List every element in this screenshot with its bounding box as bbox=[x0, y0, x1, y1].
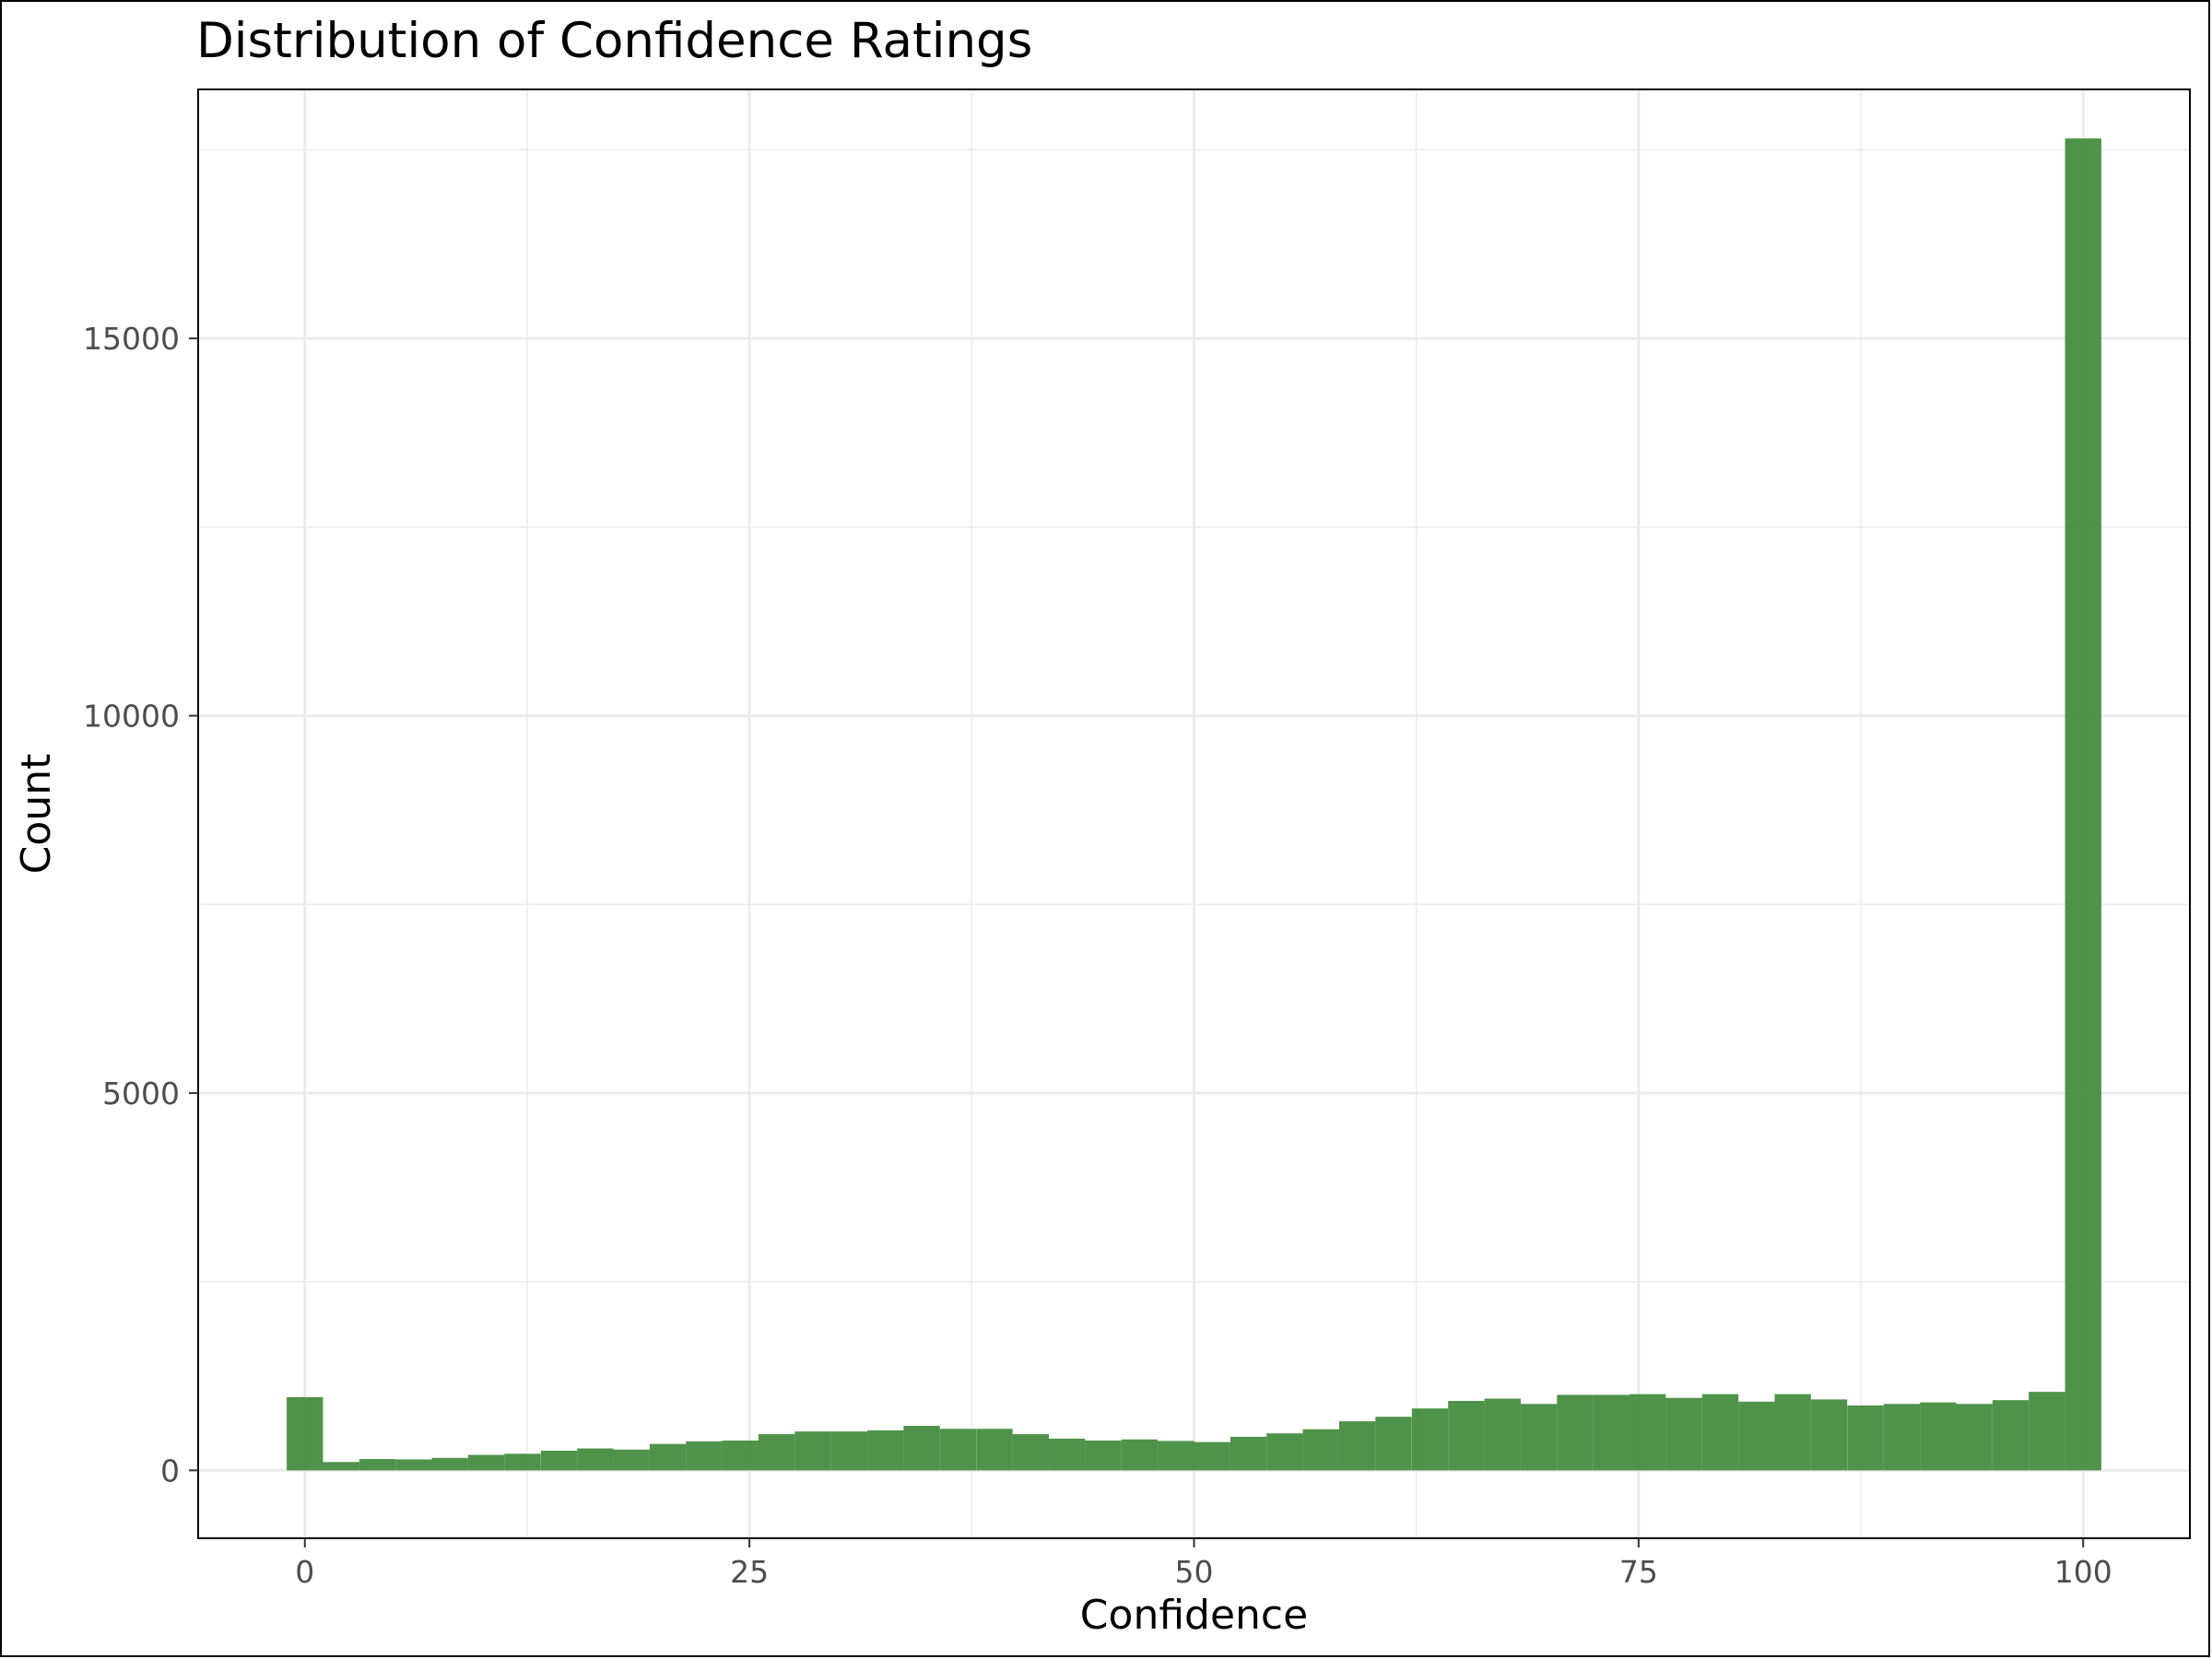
histogram-bar bbox=[686, 1441, 723, 1471]
histogram-bar bbox=[830, 1431, 868, 1471]
histogram-bar bbox=[1194, 1441, 1230, 1471]
histogram-bar bbox=[1738, 1401, 1775, 1471]
axis-tick-labels: 0 25 50 75 100 0 5000 10000 15000 bbox=[83, 321, 2112, 1590]
histogram-bar bbox=[1375, 1417, 1412, 1471]
histogram-bar bbox=[1847, 1405, 1884, 1471]
x-tick-label: 100 bbox=[2054, 1554, 2112, 1590]
histogram-bar bbox=[1956, 1404, 1993, 1471]
x-tick-label: 0 bbox=[295, 1554, 314, 1590]
histogram-bar bbox=[1774, 1394, 1811, 1471]
histogram-bar bbox=[1448, 1400, 1485, 1471]
histogram-bars bbox=[287, 138, 2101, 1471]
histogram-bar bbox=[359, 1459, 396, 1471]
x-tick-label: 50 bbox=[1175, 1554, 1214, 1590]
histogram-bar bbox=[1049, 1438, 1086, 1471]
histogram-bar bbox=[1920, 1402, 1957, 1471]
y-tick-label: 5000 bbox=[102, 1076, 180, 1112]
histogram-bar bbox=[1338, 1421, 1376, 1471]
histogram-bar bbox=[540, 1451, 578, 1471]
histogram-bar bbox=[1665, 1397, 1702, 1471]
histogram-bar bbox=[1266, 1433, 1303, 1471]
histogram-bar bbox=[323, 1462, 359, 1471]
histogram-bar bbox=[722, 1440, 759, 1471]
chart-title: Distribution of Confidence Ratings bbox=[196, 13, 1032, 69]
histogram-bar bbox=[794, 1431, 831, 1471]
histogram-bar bbox=[577, 1448, 614, 1471]
histogram-bar bbox=[1230, 1436, 1267, 1471]
histogram-bar bbox=[1520, 1404, 1558, 1471]
histogram-bar bbox=[2029, 1392, 2065, 1471]
histogram-bar bbox=[1302, 1429, 1339, 1471]
histogram-bar bbox=[1158, 1441, 1194, 1471]
histogram-bar bbox=[1012, 1434, 1050, 1471]
histogram-bar bbox=[504, 1453, 541, 1471]
histogram-bar bbox=[1992, 1400, 2030, 1471]
y-tick-label: 0 bbox=[160, 1453, 180, 1488]
y-axis-title: Count bbox=[13, 754, 60, 875]
histogram-bar bbox=[649, 1443, 687, 1471]
histogram-bar bbox=[758, 1434, 795, 1471]
histogram-bar bbox=[1593, 1394, 1630, 1471]
y-tick-label: 15000 bbox=[83, 321, 180, 357]
x-axis-title: Confidence bbox=[1080, 1592, 1308, 1639]
y-tick-label: 10000 bbox=[83, 699, 180, 735]
histogram-bar bbox=[395, 1459, 432, 1471]
histogram-bar bbox=[287, 1396, 324, 1471]
histogram-bar bbox=[1484, 1398, 1521, 1471]
axis-ticks bbox=[189, 337, 2085, 1547]
histogram-bar bbox=[1557, 1394, 1594, 1471]
x-tick-label: 75 bbox=[1619, 1554, 1658, 1590]
histogram-bar bbox=[613, 1449, 650, 1471]
x-tick-label: 25 bbox=[730, 1554, 769, 1590]
histogram-bar bbox=[467, 1454, 505, 1471]
histogram-bar bbox=[1883, 1404, 1921, 1471]
histogram-bar bbox=[1630, 1394, 1666, 1471]
histogram-bar bbox=[1121, 1439, 1159, 1471]
histogram-bar bbox=[1085, 1440, 1122, 1471]
histogram-bar bbox=[1701, 1394, 1739, 1471]
histogram-bar bbox=[976, 1429, 1013, 1471]
histogram-bar bbox=[1810, 1399, 1848, 1471]
histogram-bar bbox=[939, 1429, 977, 1471]
histogram-bar bbox=[867, 1430, 904, 1471]
histogram-bar bbox=[431, 1457, 468, 1471]
histogram-bar bbox=[903, 1426, 940, 1471]
grid-lines bbox=[198, 89, 2190, 1538]
histogram-bar bbox=[1411, 1408, 1449, 1471]
histogram-bar bbox=[2065, 138, 2101, 1471]
